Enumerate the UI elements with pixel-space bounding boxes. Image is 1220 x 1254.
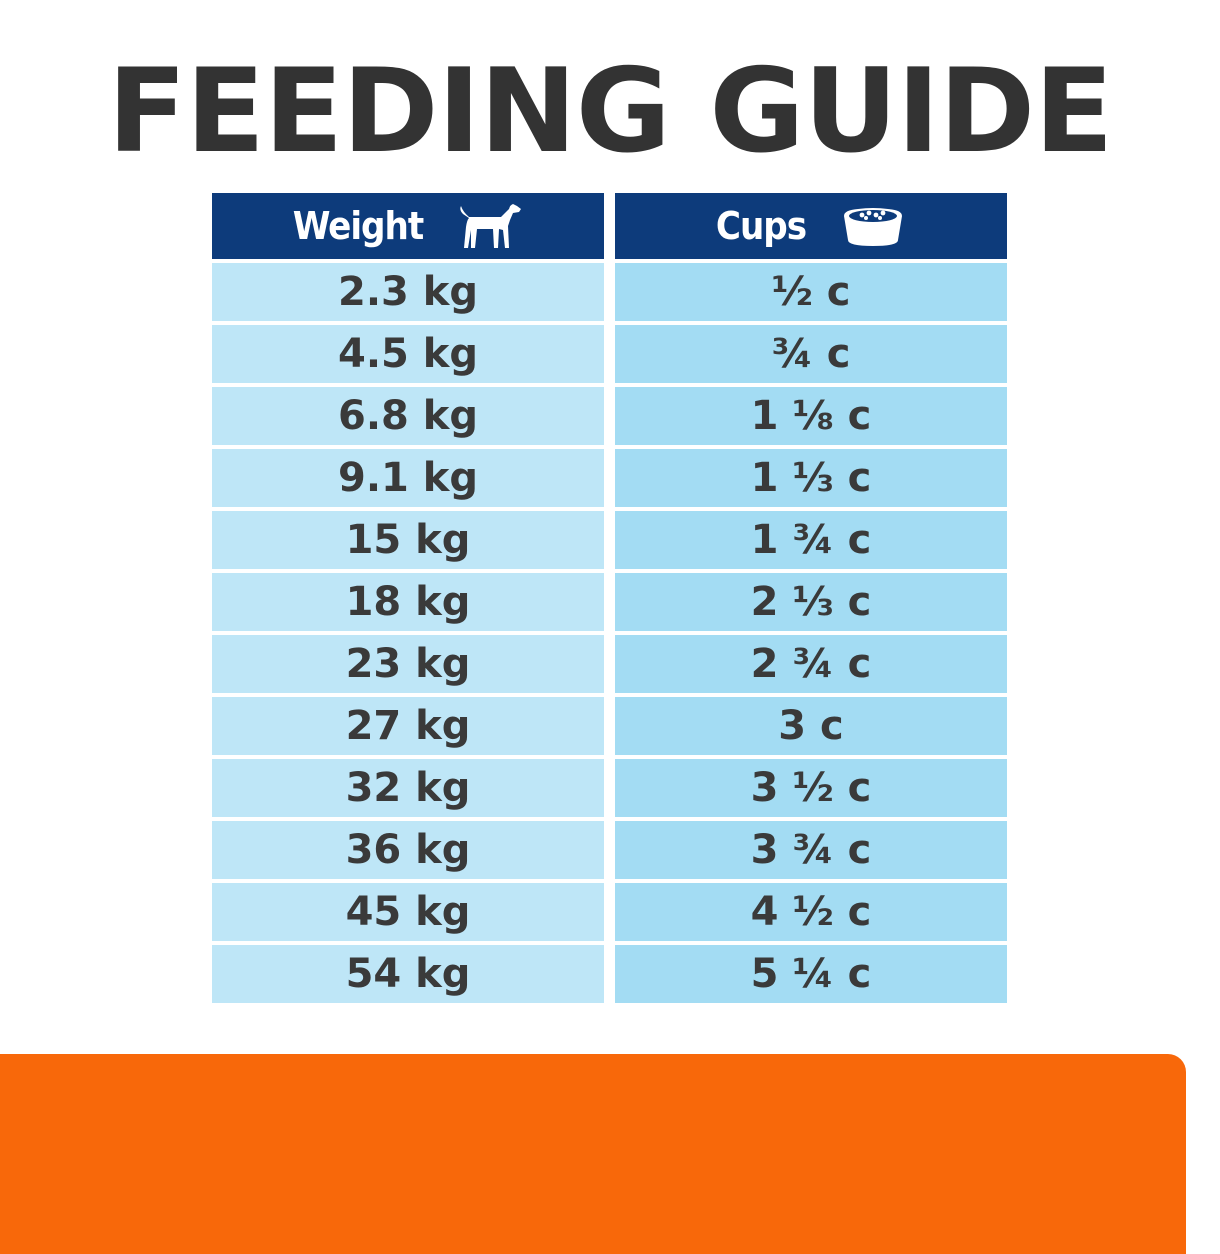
- weight-cell: 45 kg: [212, 883, 604, 941]
- cups-cell: 1 ⅛ c: [615, 387, 1007, 445]
- cups-cell: 2 ¾ c: [615, 635, 1007, 693]
- cups-cell: ¾ c: [615, 325, 1007, 383]
- weight-cell: 36 kg: [212, 821, 604, 879]
- cups-cell: 5 ¼ c: [615, 945, 1007, 1003]
- cups-header-label: Cups: [715, 204, 807, 248]
- weight-cell: 54 kg: [212, 945, 604, 1003]
- weight-cell: 15 kg: [212, 511, 604, 569]
- weight-cell: 9.1 kg: [212, 449, 604, 507]
- table-row: 2.3 kg ½ c: [212, 263, 1008, 321]
- weight-cell: 18 kg: [212, 573, 604, 631]
- page-title: FEEDING GUIDE: [107, 44, 1114, 179]
- table-row: 27 kg 3 c: [212, 697, 1008, 755]
- cups-cell: ½ c: [615, 263, 1007, 321]
- cups-cell: 4 ½ c: [615, 883, 1007, 941]
- weight-cell: 6.8 kg: [212, 387, 604, 445]
- dog-icon: [457, 200, 523, 252]
- food-bowl-icon: [840, 200, 906, 252]
- orange-banner: [0, 1054, 1186, 1254]
- cups-cell: 3 ¾ c: [615, 821, 1007, 879]
- cups-cell: 3 c: [615, 697, 1007, 755]
- cups-cell: 1 ⅓ c: [615, 449, 1007, 507]
- cups-cell: 1 ¾ c: [615, 511, 1007, 569]
- weight-cell: 2.3 kg: [212, 263, 604, 321]
- table-row: 4.5 kg ¾ c: [212, 325, 1008, 383]
- cups-cell: 3 ½ c: [615, 759, 1007, 817]
- weight-cell: 32 kg: [212, 759, 604, 817]
- weight-header-label: Weight: [292, 204, 424, 248]
- table-row: 9.1 kg 1 ⅓ c: [212, 449, 1008, 507]
- table-row: 32 kg 3 ½ c: [212, 759, 1008, 817]
- table-row: 15 kg 1 ¾ c: [212, 511, 1008, 569]
- weight-column-header: Weight: [212, 193, 604, 259]
- cups-column-header: Cups: [615, 193, 1007, 259]
- table-row: 6.8 kg 1 ⅛ c: [212, 387, 1008, 445]
- table-row: 45 kg 4 ½ c: [212, 883, 1008, 941]
- table-header-row: Weight Cups: [212, 193, 1008, 259]
- cups-cell: 2 ⅓ c: [615, 573, 1007, 631]
- table-row: 36 kg 3 ¾ c: [212, 821, 1008, 879]
- weight-cell: 4.5 kg: [212, 325, 604, 383]
- table-row: 18 kg 2 ⅓ c: [212, 573, 1008, 631]
- weight-cell: 27 kg: [212, 697, 604, 755]
- table-row: 54 kg 5 ¼ c: [212, 945, 1008, 1003]
- weight-cell: 23 kg: [212, 635, 604, 693]
- table-row: 23 kg 2 ¾ c: [212, 635, 1008, 693]
- feeding-table: Weight Cups: [212, 193, 1008, 1007]
